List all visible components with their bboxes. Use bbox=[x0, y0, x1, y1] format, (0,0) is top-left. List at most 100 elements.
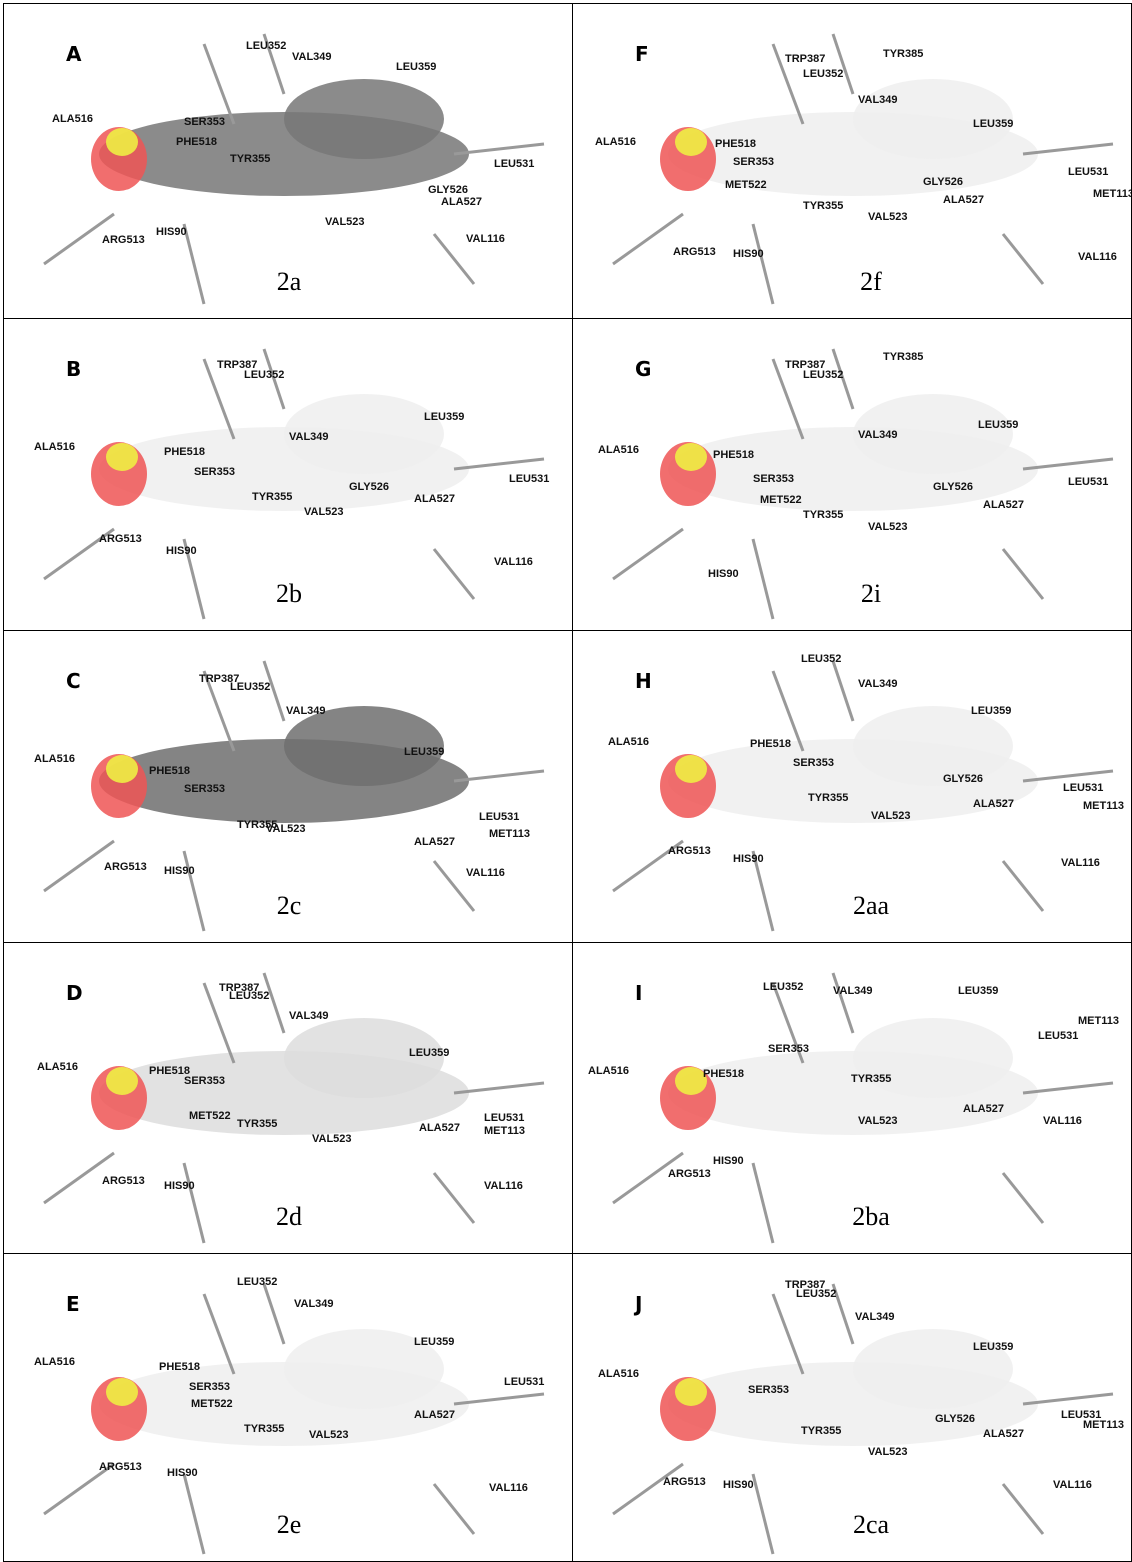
residue-label: TYR355 bbox=[803, 200, 843, 212]
residue-label: LEU531 bbox=[484, 1112, 524, 1124]
residue-label: HIS90 bbox=[733, 248, 764, 260]
panel-letter: D bbox=[66, 981, 83, 1005]
residue-label: MET522 bbox=[191, 1398, 233, 1410]
surface-tip bbox=[106, 128, 138, 156]
residue-label: LEU359 bbox=[978, 419, 1018, 431]
residue-label: PHE518 bbox=[713, 449, 754, 461]
residue-label: ARG513 bbox=[102, 234, 145, 246]
residue-stick bbox=[184, 1474, 204, 1554]
molecule-drawing bbox=[573, 4, 1132, 319]
residue-label: VAL116 bbox=[1053, 1479, 1092, 1491]
residue-label: VAL523 bbox=[325, 216, 365, 228]
residue-label: VAL349 bbox=[289, 1010, 329, 1022]
residue-label: VAL523 bbox=[266, 823, 306, 835]
residue-label: LEU359 bbox=[396, 61, 436, 73]
residue-label: LEU352 bbox=[244, 369, 284, 381]
residue-label: VAL523 bbox=[871, 810, 911, 822]
residue-label: MET113 bbox=[1083, 800, 1124, 812]
residue-stick bbox=[434, 1173, 474, 1223]
residue-label: VAL116 bbox=[1078, 251, 1117, 263]
residue-stick bbox=[184, 1163, 204, 1243]
residue-label: ARG513 bbox=[104, 861, 147, 873]
residue-label: VAL523 bbox=[304, 506, 344, 518]
surface-tip bbox=[106, 755, 138, 783]
residue-label: PHE518 bbox=[149, 765, 190, 777]
residue-label: GLY526 bbox=[943, 773, 983, 785]
residue-label: LEU359 bbox=[971, 705, 1011, 717]
panel: A2aALA516LEU352VAL349LEU359SER353PHE518T… bbox=[3, 3, 573, 319]
panel-letter: B bbox=[66, 357, 81, 381]
surface bbox=[284, 79, 444, 159]
residue-label: TYR355 bbox=[801, 1425, 841, 1437]
panel: I2baLEU352VAL349LEU359MET113SER353LEU531… bbox=[572, 942, 1132, 1254]
residue-stick bbox=[833, 661, 853, 721]
compound-label: 2b bbox=[276, 579, 302, 609]
surface-tip bbox=[106, 1067, 138, 1095]
residue-label: VAL349 bbox=[858, 678, 898, 690]
residue-stick bbox=[753, 1474, 773, 1554]
residue-label: ALA527 bbox=[963, 1103, 1004, 1115]
residue-stick bbox=[753, 224, 773, 304]
compound-label: 2ba bbox=[852, 1202, 890, 1232]
residue-label: PHE518 bbox=[750, 738, 791, 750]
residue-label: ALA527 bbox=[983, 499, 1024, 511]
residue-label: ALA516 bbox=[34, 753, 75, 765]
residue-label: PHE518 bbox=[164, 446, 205, 458]
residue-label: SER353 bbox=[733, 156, 774, 168]
residue-label: VAL116 bbox=[1043, 1115, 1082, 1127]
residue-label: PHE518 bbox=[159, 1361, 200, 1373]
residue-label: TYR355 bbox=[803, 509, 843, 521]
residue-label: LEU359 bbox=[424, 411, 464, 423]
residue-stick bbox=[434, 549, 474, 599]
residue-label: ARG513 bbox=[99, 1461, 142, 1473]
surface-tip bbox=[675, 443, 707, 471]
residue-label: HIS90 bbox=[713, 1155, 744, 1167]
residue-label: HIS90 bbox=[167, 1467, 198, 1479]
panel-letter: G bbox=[635, 357, 651, 381]
residue-stick bbox=[204, 44, 234, 124]
residue-label: LEU531 bbox=[479, 811, 519, 823]
residue-label: PHE518 bbox=[176, 136, 217, 148]
residue-stick bbox=[264, 1284, 284, 1344]
residue-label: VAL116 bbox=[494, 556, 533, 568]
residue-label: VAL523 bbox=[868, 1446, 908, 1458]
residue-label: ARG513 bbox=[673, 246, 716, 258]
surface bbox=[853, 706, 1013, 786]
residue-label: LEU531 bbox=[494, 158, 534, 170]
residue-label: ARG513 bbox=[99, 533, 142, 545]
residue-label: MET113 bbox=[489, 828, 530, 840]
residue-stick bbox=[434, 1484, 474, 1534]
surface-tip bbox=[675, 128, 707, 156]
residue-label: LEU352 bbox=[237, 1276, 277, 1288]
residue-label: ALA516 bbox=[34, 1356, 75, 1368]
residue-label: LEU359 bbox=[409, 1047, 449, 1059]
residue-label: LEU531 bbox=[1038, 1030, 1078, 1042]
residue-label: LEU359 bbox=[404, 746, 444, 758]
panel: B2bTRP387LEU352VAL349LEU359ALA516PHE518S… bbox=[3, 318, 573, 631]
residue-label: MET113 bbox=[1093, 188, 1132, 200]
residue-label: LEU352 bbox=[803, 369, 843, 381]
residue-label: ALA516 bbox=[52, 113, 93, 125]
residue-label: LEU352 bbox=[803, 68, 843, 80]
residue-stick bbox=[204, 359, 234, 439]
residue-label: LEU359 bbox=[973, 118, 1013, 130]
residue-label: ALA527 bbox=[973, 798, 1014, 810]
residue-label: VAL349 bbox=[833, 985, 873, 997]
residue-stick bbox=[184, 224, 204, 304]
residue-label: ARG513 bbox=[663, 1476, 706, 1488]
residue-label: HIS90 bbox=[723, 1479, 754, 1491]
residue-label: TYR355 bbox=[244, 1423, 284, 1435]
surface-tip bbox=[106, 443, 138, 471]
residue-label: VAL349 bbox=[289, 431, 329, 443]
panel: J2caTRP387LEU352VAL349LEU359ALA516SER353… bbox=[572, 1253, 1132, 1562]
residue-stick bbox=[833, 973, 853, 1033]
residue-label: VAL523 bbox=[868, 211, 908, 223]
residue-label: ALA516 bbox=[588, 1065, 629, 1077]
residue-label: SER353 bbox=[184, 1075, 225, 1087]
residue-label: TRP387 bbox=[785, 53, 825, 65]
residue-label: GLY526 bbox=[933, 481, 973, 493]
compound-label: 2ca bbox=[853, 1510, 889, 1540]
residue-label: TYR355 bbox=[237, 1118, 277, 1130]
compound-label: 2a bbox=[277, 267, 302, 297]
residue-stick bbox=[264, 973, 284, 1033]
